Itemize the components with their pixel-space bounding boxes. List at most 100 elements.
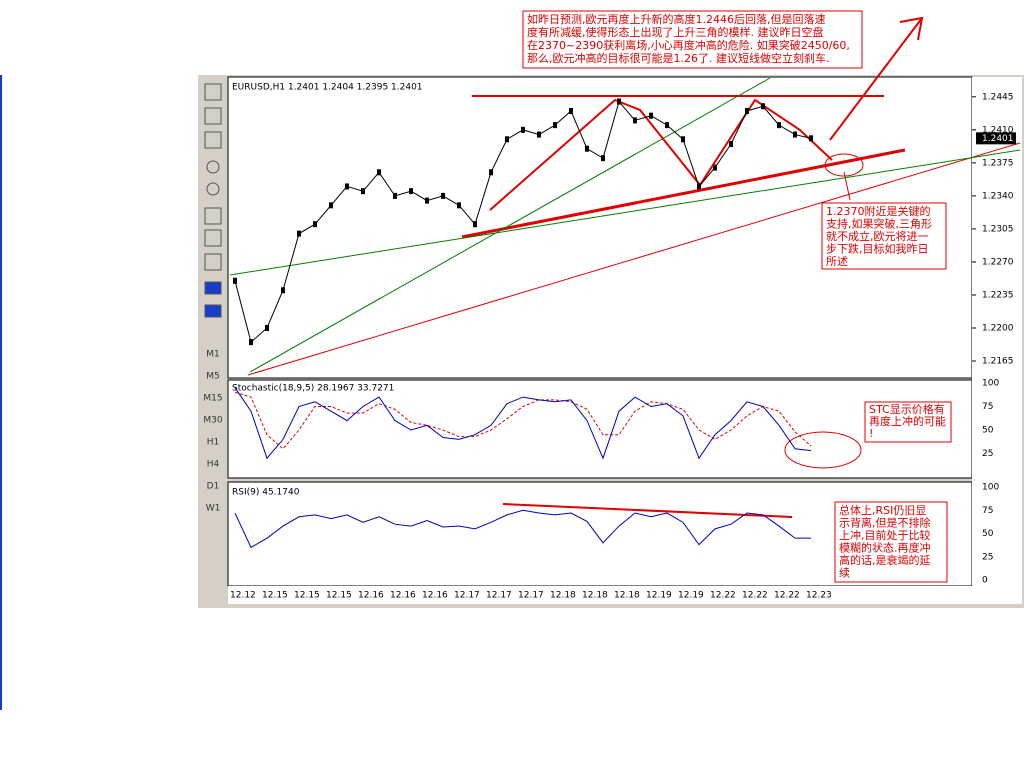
date-label: 12.17 <box>518 591 544 601</box>
timeframe-button[interactable]: M15 <box>203 394 222 404</box>
candle <box>457 202 461 209</box>
date-label: 12.15 <box>326 591 352 601</box>
candle <box>361 188 365 195</box>
long-trend <box>247 142 1021 376</box>
arrow-head <box>899 16 924 41</box>
annotation-text: 1.2370附近是关键的 <box>826 204 931 218</box>
candle <box>377 169 381 176</box>
annotation-text: STC显示价格有 <box>869 402 945 416</box>
annotation-text: 续 <box>839 566 850 580</box>
annotation-text: 支持,如果突破,三角形 <box>826 217 932 231</box>
price-tick-label: 1.2235 <box>982 290 1014 300</box>
candle <box>265 324 269 331</box>
stochastic-signal <box>234 391 812 450</box>
date-label: 12.17 <box>486 591 512 601</box>
timeframe-button[interactable]: H4 <box>207 460 220 470</box>
candle <box>249 339 253 346</box>
annotation-text: 那么,欧元冲高的目标很可能是1.26了. 建议短线做空立刻刹车. <box>527 51 829 65</box>
candle <box>233 277 237 284</box>
timeframe-button[interactable]: M5 <box>206 372 220 382</box>
green-trend-2 <box>249 77 771 373</box>
date-label: 12.15 <box>262 591 288 601</box>
zoom-out[interactable] <box>206 182 220 196</box>
annotation-text: 步下跌,目标如我昨日 <box>826 242 929 256</box>
price-tick-label: 1.2375 <box>982 158 1014 168</box>
timeframe-button[interactable]: D1 <box>207 482 220 492</box>
date-label: 12.17 <box>454 591 480 601</box>
tool-scroll[interactable] <box>204 207 222 225</box>
candle <box>713 164 717 171</box>
stochastic-header: Stochastic(18,9,5) 28.1967 33.7271 <box>232 384 394 394</box>
annotation-text: 高的话,是衰竭的延 <box>839 553 931 567</box>
annotation-text: 在2370~2390获利离场,小心再度冲高的危险. 如果突破2450/60, <box>527 38 850 52</box>
candle <box>489 169 493 176</box>
support-line <box>461 148 906 239</box>
candle <box>537 131 541 138</box>
date-label: 12.15 <box>294 591 320 601</box>
pointer <box>843 171 851 201</box>
note-box <box>834 501 948 583</box>
tool-shift[interactable] <box>204 229 222 247</box>
timeframe-button[interactable]: W1 <box>206 504 221 514</box>
zoom-in[interactable] <box>206 160 220 174</box>
timeframe-button[interactable]: M30 <box>203 416 222 426</box>
candle <box>697 183 701 190</box>
annotation-text: 如昨日预测,欧元再度上升新的高度1.2446后回落,但是回落速 <box>527 12 825 26</box>
stochastic-tick-label: 100 <box>982 379 999 389</box>
toolbar <box>204 83 222 318</box>
annotation-text: 度有所减缓,使得形态上出现了上升三角的模样. 建议昨日空盘 <box>527 25 824 39</box>
time-axis <box>228 586 1022 604</box>
candle <box>649 112 653 119</box>
rsi-tick-label: 100 <box>982 483 999 493</box>
candle <box>329 202 333 209</box>
green-trend-1 <box>229 149 1021 276</box>
candle <box>281 287 285 294</box>
rsi-tick-label: 25 <box>982 552 993 562</box>
date-label: 12.22 <box>774 591 800 601</box>
tool-expert[interactable] <box>204 253 222 271</box>
candle <box>441 192 445 199</box>
note-box <box>864 401 952 443</box>
candle <box>601 155 605 162</box>
candle <box>809 135 813 142</box>
candle <box>425 197 429 204</box>
annotation-text: 示背离,但是不排除 <box>839 516 931 530</box>
candle <box>665 122 669 129</box>
candle <box>313 221 317 228</box>
price-tick-label: 1.2445 <box>982 92 1014 102</box>
note-box <box>821 202 947 270</box>
timeframe-button[interactable]: H1 <box>207 438 220 448</box>
candle <box>585 145 589 152</box>
tool-line[interactable] <box>204 131 222 149</box>
price-tick-label: 1.2200 <box>982 323 1014 333</box>
stochastic-tick-label: 50 <box>982 426 994 436</box>
rsi-header: RSI(9) 45.1740 <box>232 488 300 498</box>
rsi-tick-label: 75 <box>982 506 993 516</box>
date-label: 12.18 <box>550 591 576 601</box>
candle <box>681 136 685 143</box>
circle-highlight <box>824 153 864 177</box>
stochastic-tick-label: 25 <box>982 449 993 459</box>
stochastic-tick-label: 75 <box>982 402 993 412</box>
annotation-text: 再度上冲的可能 <box>869 414 946 428</box>
candle <box>345 183 349 190</box>
target-arrow <box>829 17 923 141</box>
stochastic-main <box>234 387 812 460</box>
candle <box>553 122 557 129</box>
date-label: 12.16 <box>422 591 448 601</box>
tool-candle[interactable] <box>204 107 222 125</box>
candle <box>777 122 781 129</box>
date-label: 12.22 <box>710 591 736 601</box>
date-label: 12.12 <box>230 591 256 601</box>
candle <box>633 117 637 124</box>
candle <box>393 192 397 199</box>
timeframe-button[interactable]: M1 <box>206 350 220 360</box>
tool-cursor[interactable] <box>204 83 222 101</box>
tool-template[interactable] <box>204 281 222 295</box>
date-label: 12.23 <box>806 591 832 601</box>
stc-circle <box>784 431 862 469</box>
date-label: 12.16 <box>390 591 416 601</box>
tool-period[interactable] <box>204 304 222 318</box>
date-label: 12.19 <box>678 591 704 601</box>
